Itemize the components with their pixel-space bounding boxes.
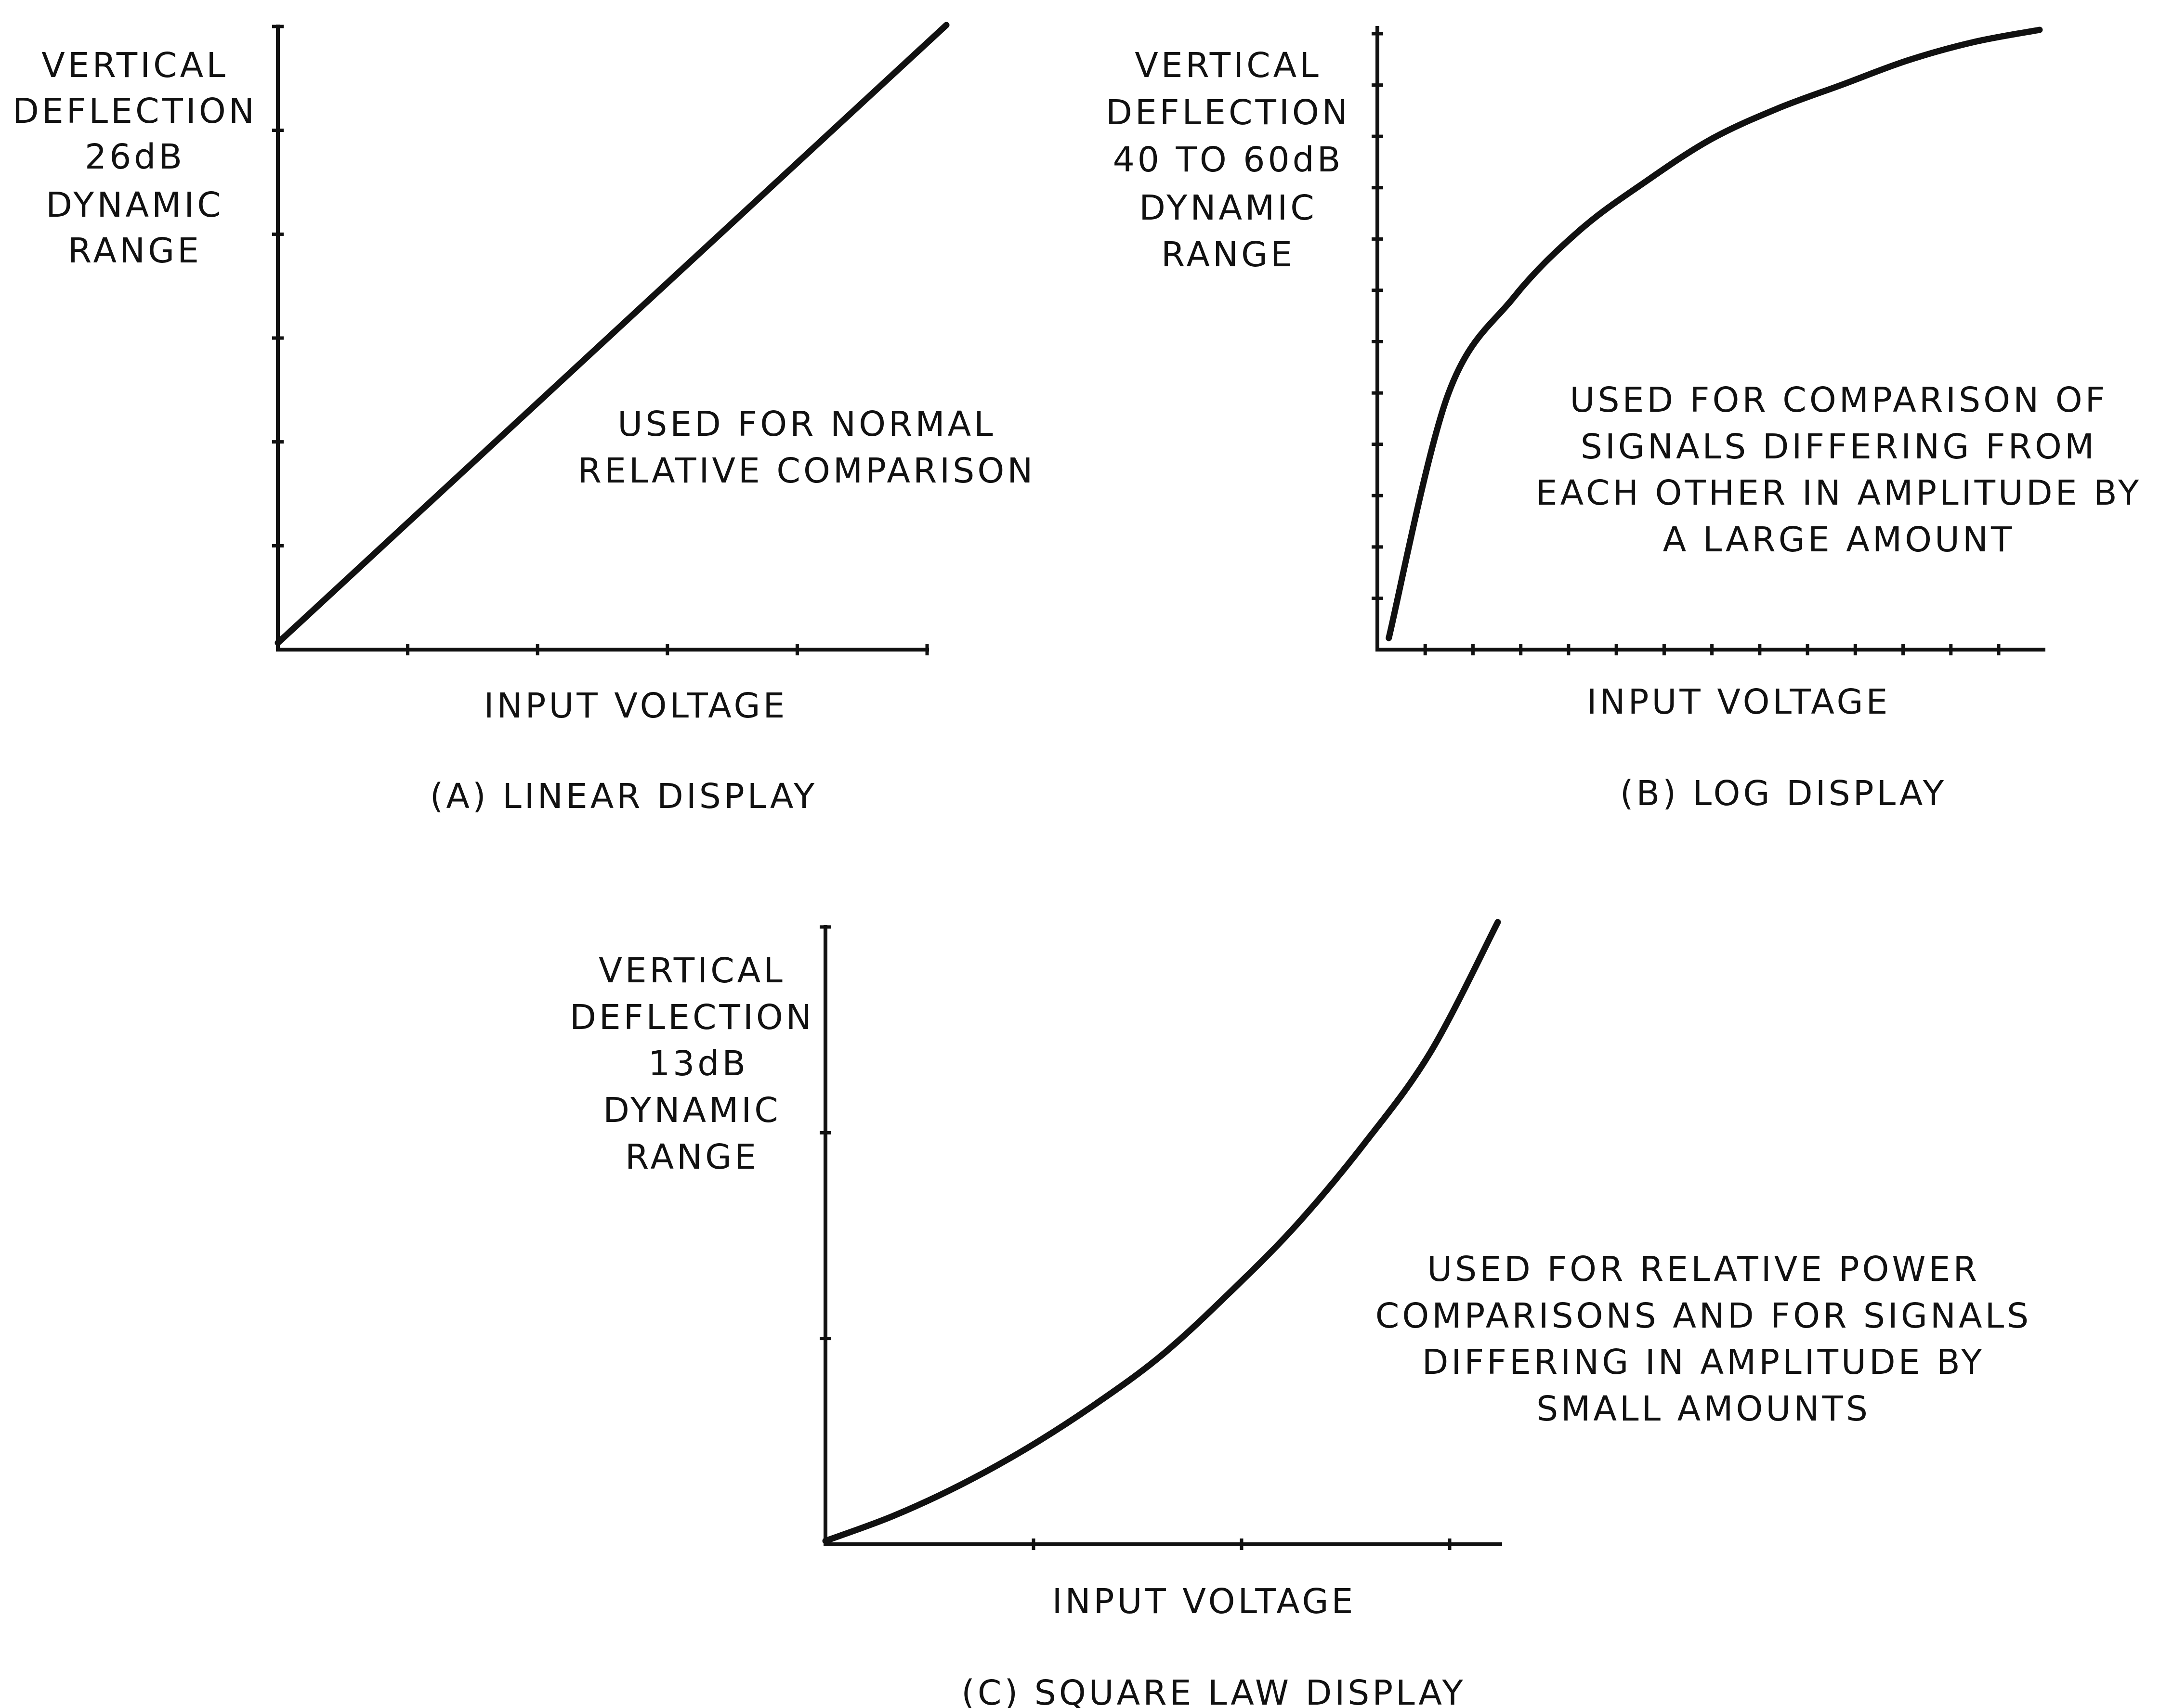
annotation-b-line-4: A LARGE AMOUNT: [1663, 520, 2015, 560]
annotation-a: USED FOR NORMAL RELATIVE COMPARISON: [578, 404, 1036, 491]
y-label-c-line-5: RANGE: [625, 1137, 759, 1177]
y-label-c-line-4: DYNAMIC: [603, 1090, 781, 1130]
annotation-c-line-2: COMPARISONS AND FOR SIGNALS: [1375, 1296, 2031, 1336]
x-axis-label-a: INPUT VOLTAGE: [484, 686, 788, 726]
panel-log-display: VERTICAL DEFLECTION 40 TO 60dB DYNAMIC R…: [1106, 26, 2142, 813]
ticks-b: [1372, 32, 2001, 655]
y-label-c-line-2: DEFLECTION: [570, 997, 814, 1037]
y-label-a-line-1: VERTICAL: [41, 45, 228, 85]
x-axis-label-b: INPUT VOLTAGE: [1587, 682, 1891, 722]
y-label-b-line-2: DEFLECTION: [1106, 92, 1350, 132]
axes-b: [1375, 26, 2045, 652]
x-axis-label-c: INPUT VOLTAGE: [1052, 1581, 1356, 1621]
annotation-c-line-1: USED FOR RELATIVE POWER: [1427, 1249, 1980, 1289]
y-label-c-line-1: VERTICAL: [599, 951, 785, 991]
y-label-b-line-4: DYNAMIC: [1139, 188, 1317, 228]
y-label-a-line-5: RANGE: [68, 231, 202, 271]
y-label-c-line-3: 13dB: [648, 1043, 748, 1083]
y-label-a-line-3: 26dB: [85, 137, 185, 177]
annotation-a-line-1: USED FOR NORMAL: [617, 404, 995, 444]
y-label-b-line-5: RANGE: [1161, 235, 1295, 274]
annotation-b-line-2: SIGNALS DIFFERING FROM: [1581, 427, 2097, 467]
annotation-b: USED FOR COMPARISON OF SIGNALS DIFFERING…: [1536, 380, 2142, 560]
annotation-c: USED FOR RELATIVE POWER COMPARISONS AND …: [1375, 1249, 2031, 1429]
annotation-b-line-1: USED FOR COMPARISON OF: [1570, 380, 2108, 420]
panel-linear-display: VERTICAL DEFLECTION 26dB DYNAMIC RANGE U…: [13, 22, 1036, 816]
annotation-c-line-4: SMALL AMOUNTS: [1536, 1389, 1871, 1429]
annotation-a-line-2: RELATIVE COMPARISON: [578, 451, 1036, 491]
y-axis-label-b: VERTICAL DEFLECTION 40 TO 60dB DYNAMIC R…: [1106, 45, 1350, 274]
panel-title-c: (C) SQUARE LAW DISPLAY: [961, 1673, 1466, 1708]
ticks-c: [820, 925, 1452, 1550]
ticks-a: [272, 25, 929, 655]
annotation-c-line-3: DIFFERING IN AMPLITUDE BY: [1422, 1342, 1985, 1382]
series-line-square-law: [822, 919, 1501, 1544]
series-line-log: [1386, 26, 2043, 641]
y-label-a-line-2: DEFLECTION: [13, 91, 257, 131]
y-label-b-line-3: 40 TO 60dB: [1113, 140, 1344, 180]
axes-c: [824, 925, 1502, 1546]
series-line-linear: [275, 22, 950, 646]
annotation-b-line-3: EACH OTHER IN AMPLITUDE BY: [1536, 473, 2142, 513]
y-label-b-line-1: VERTICAL: [1135, 45, 1322, 85]
y-axis-label-c: VERTICAL DEFLECTION 13dB DYNAMIC RANGE: [570, 951, 814, 1177]
y-axis-label-a: VERTICAL DEFLECTION 26dB DYNAMIC RANGE: [13, 45, 257, 271]
y-label-a-line-4: DYNAMIC: [46, 185, 224, 225]
panel-title-b: (B) LOG DISPLAY: [1620, 773, 1947, 813]
panel-square-law-display: VERTICAL DEFLECTION 13dB DYNAMIC RANGE U…: [570, 919, 2031, 1708]
panel-title-a: (A) LINEAR DISPLAY: [430, 776, 818, 816]
